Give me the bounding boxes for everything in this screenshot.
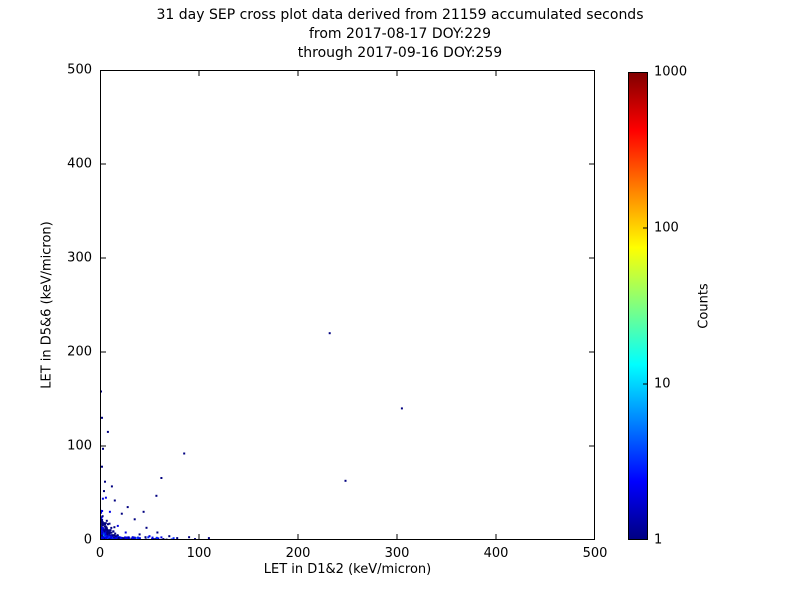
colorbar-tick-label: 1000 bbox=[654, 64, 688, 80]
x-tick-label: 300 bbox=[384, 546, 410, 561]
x-tick-label: 500 bbox=[582, 546, 608, 561]
colorbar-tick-label: 1 bbox=[654, 532, 663, 548]
colorbar-axis-label: Counts bbox=[696, 283, 712, 329]
y-tick-label: 400 bbox=[67, 156, 92, 172]
colorbar bbox=[628, 71, 648, 541]
y-tick-label: 0 bbox=[83, 532, 92, 548]
y-tick-label: 500 bbox=[67, 62, 92, 78]
y-tick-label: 100 bbox=[67, 438, 92, 454]
colorbar-tick-label: 10 bbox=[654, 376, 671, 392]
x-tick-label: 0 bbox=[95, 546, 105, 561]
colorbar-tick-label: 100 bbox=[654, 220, 679, 236]
x-tick-label: 400 bbox=[483, 546, 509, 561]
y-axis-label: LET in D5&6 (keV/micron) bbox=[39, 221, 55, 389]
x-tick-label: 100 bbox=[186, 546, 212, 561]
title-line-3: through 2017-09-16 DOY:259 bbox=[297, 45, 503, 61]
x-tick-label: 200 bbox=[285, 546, 311, 561]
y-tick-label: 300 bbox=[67, 250, 92, 266]
title-line-1: 31 day SEP cross plot data derived from … bbox=[156, 7, 644, 23]
title-line-2: from 2017-08-17 DOY:229 bbox=[308, 26, 491, 42]
chart-title: 31 day SEP cross plot data derived from … bbox=[0, 6, 800, 63]
y-tick-label: 200 bbox=[67, 344, 92, 360]
plot-area bbox=[99, 69, 596, 541]
x-axis-label: LET in D1&2 (keV/micron) bbox=[263, 562, 432, 577]
